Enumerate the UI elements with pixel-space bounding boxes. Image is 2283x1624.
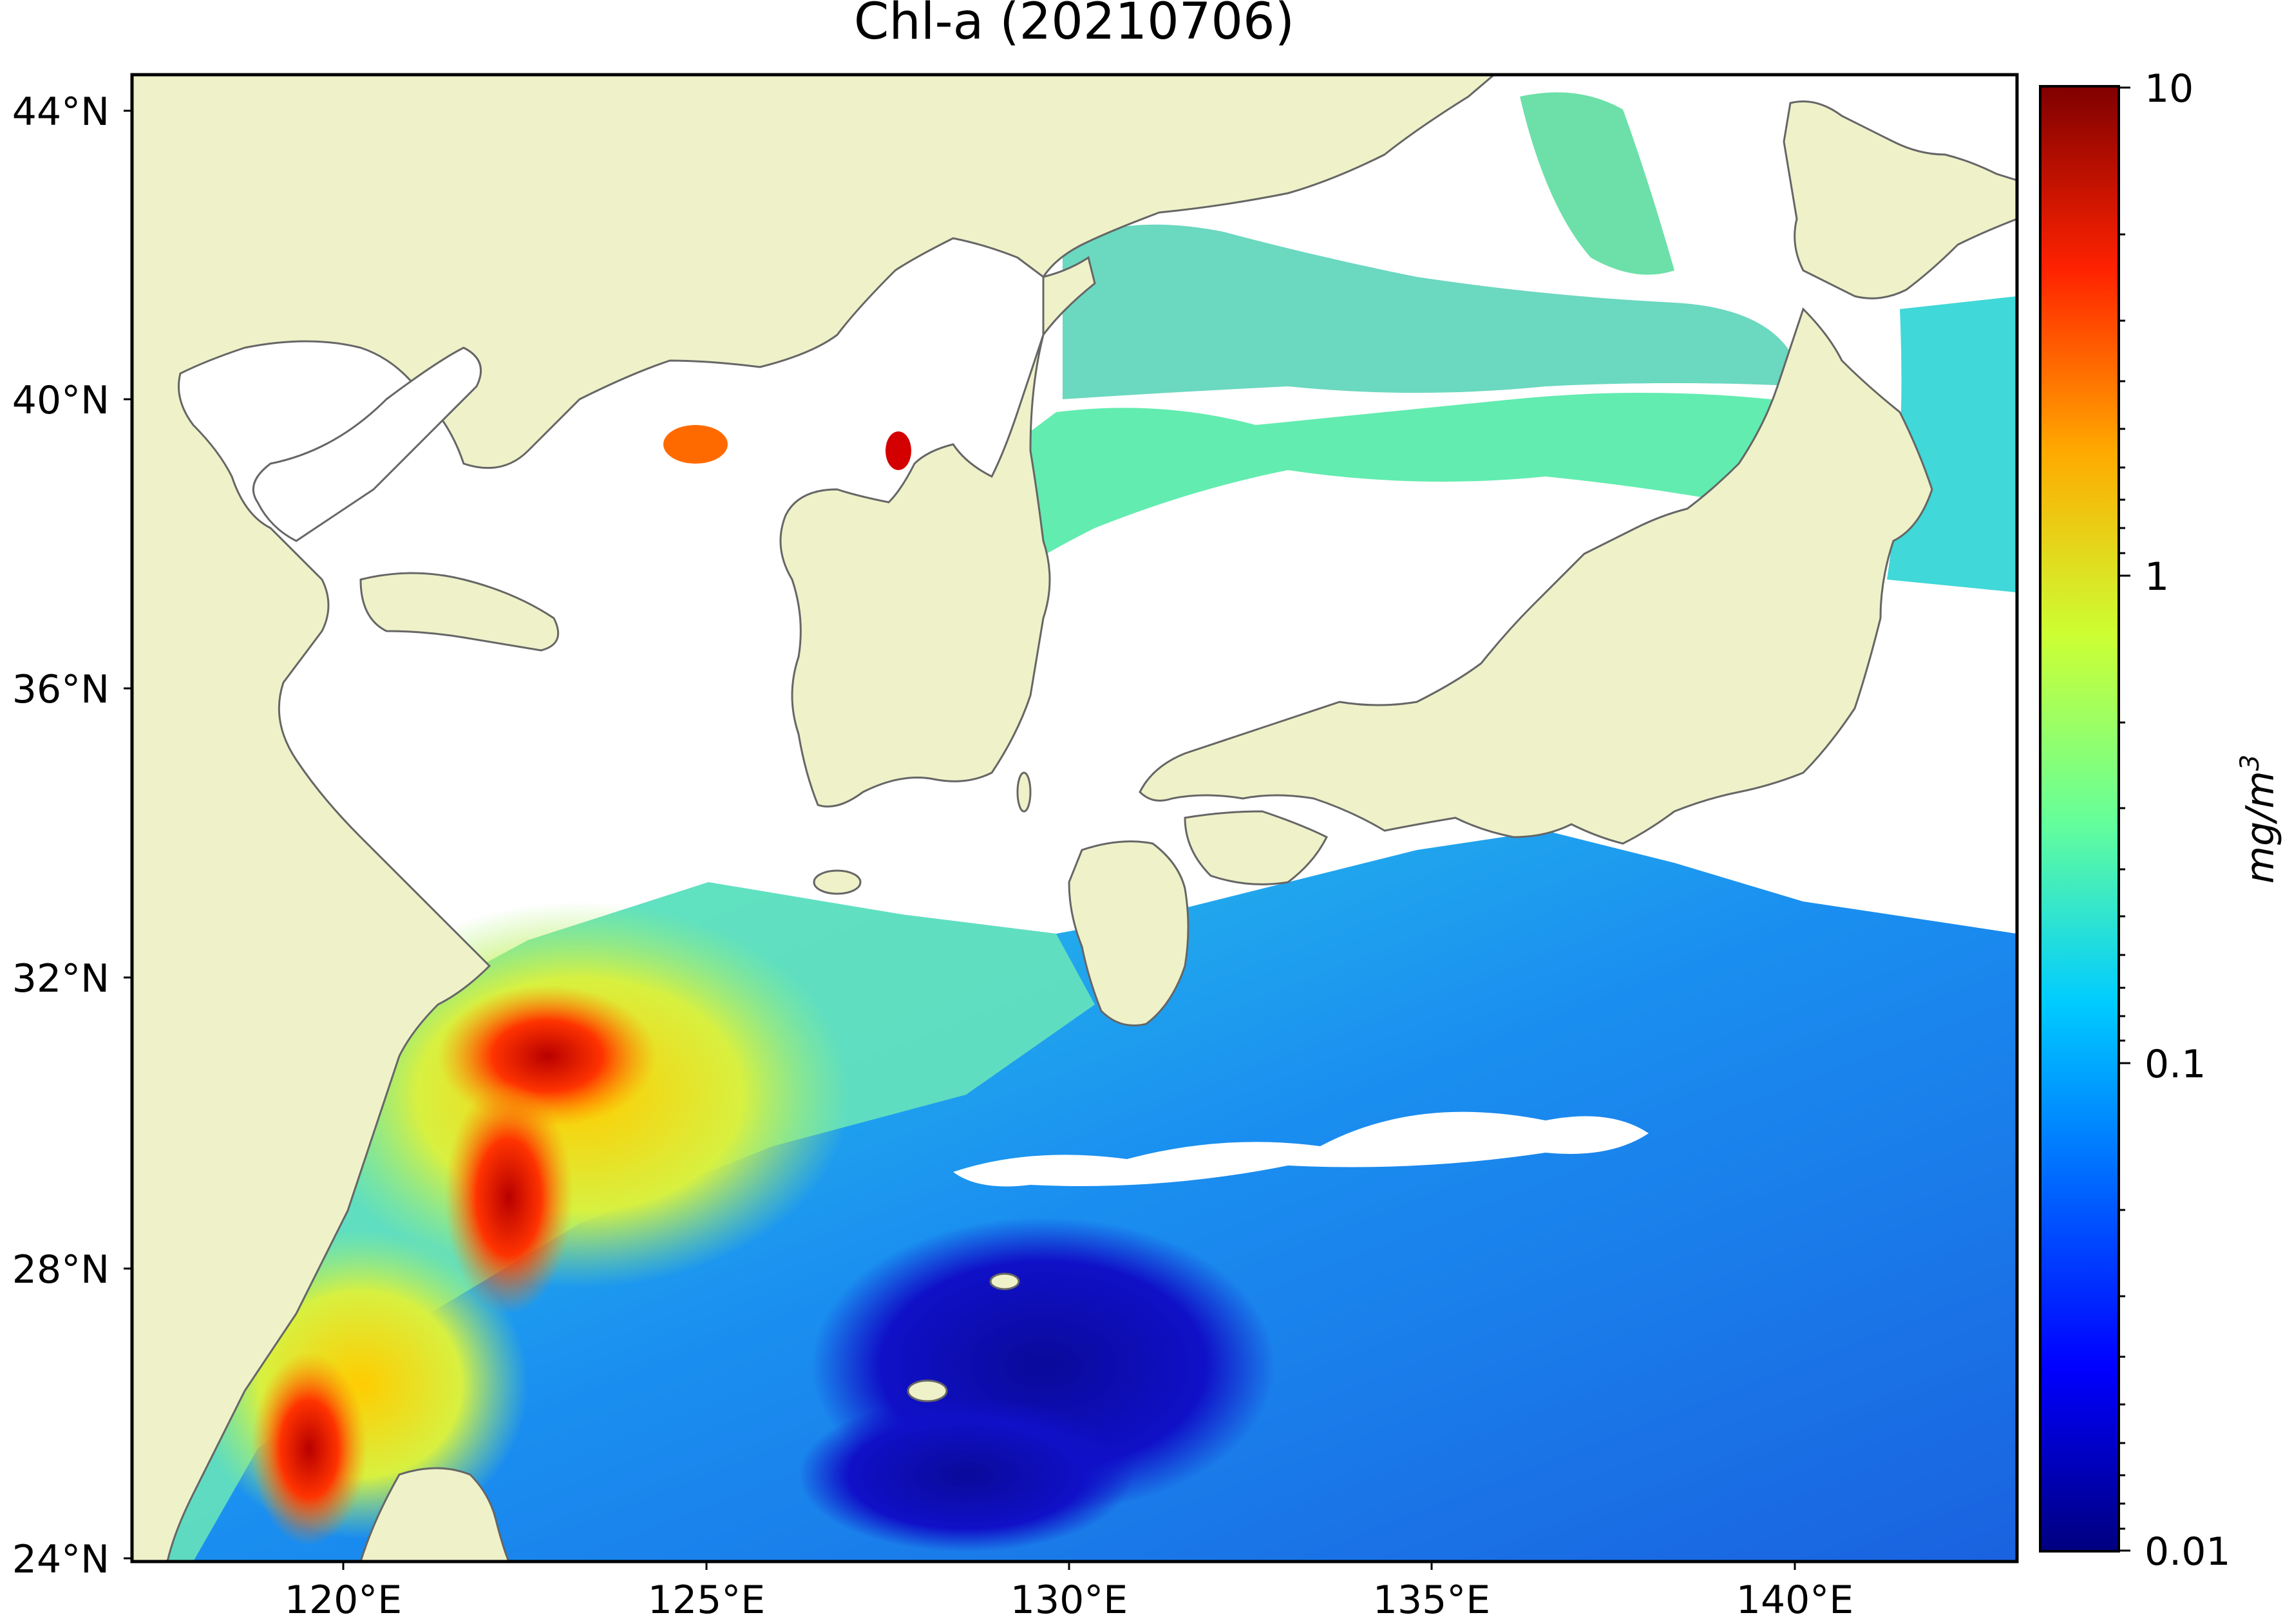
land-okinawa (907, 1379, 948, 1402)
colorbar-label-10: 10 (2145, 66, 2193, 111)
colorbar-unit-label: mg/m3 (2235, 755, 2283, 884)
red-coast (251, 1352, 367, 1545)
colorbar-gradient (2039, 85, 2120, 1553)
lat-label-32: 32°N (12, 956, 109, 1001)
lon-label-120: 120°E (285, 1578, 402, 1623)
cloud-gap (953, 1111, 1649, 1187)
land-jeju (813, 869, 862, 895)
land-tsushima (1016, 771, 1032, 813)
lon-label-125: 125°E (648, 1578, 765, 1623)
land-amami (989, 1272, 1020, 1290)
colorbar-label-1: 1 (2145, 554, 2169, 600)
land-shandong (359, 572, 560, 652)
lat-label-28: 28°N (12, 1247, 109, 1292)
colorbar-ticks (2119, 86, 2130, 1552)
lon-label-140: 140°E (1736, 1578, 1853, 1623)
colorbar-label-0.1: 0.1 (2145, 1042, 2206, 1087)
map-frame (130, 73, 2019, 1563)
lat-label-36: 36°N (12, 667, 109, 712)
lon-label-135: 135°E (1373, 1578, 1490, 1623)
lat-axis: 44°N 40°N 36°N 32°N 28°N 24°N (12, 90, 132, 1582)
korea-coast-bloom (886, 431, 911, 470)
map-title: Chl-a (20210706) (854, 0, 1294, 51)
bohai-coast-bloom (663, 425, 728, 464)
land-kyushu (1068, 840, 1189, 1026)
land-shikoku (1184, 810, 1329, 885)
land-honshu (1139, 307, 1933, 845)
land-taiwan (359, 1467, 510, 1562)
lat-label-44: 44°N (12, 90, 109, 135)
chlorophyll-okhotsk (1520, 92, 1674, 275)
oligotrophic-region-2 (799, 1397, 1133, 1552)
lon-axis: 120°E 125°E 130°E 135°E 140°E (285, 1562, 1853, 1623)
chlorophyll-sea-of-japan (992, 393, 1803, 580)
chlorophyll-north-patch (1063, 224, 1803, 399)
land-china (132, 75, 1496, 1562)
lat-label-40: 40°N (12, 378, 109, 423)
lat-label-24: 24°N (12, 1537, 109, 1582)
bohai-sea (252, 346, 482, 542)
chlorophyll-pacific-north (1887, 296, 2017, 592)
map-panel (132, 75, 2017, 1562)
lon-label-130: 130°E (1010, 1578, 1128, 1623)
colorbar-label-0.01: 0.01 (2145, 1529, 2231, 1574)
land-hokkaido (1783, 100, 2017, 299)
land-korea (779, 256, 1096, 807)
colorbar: 10 1 0.1 0.01 mg/m3 (2039, 66, 2283, 1574)
landmass (132, 75, 2017, 1562)
red-plume-south (444, 1082, 573, 1314)
